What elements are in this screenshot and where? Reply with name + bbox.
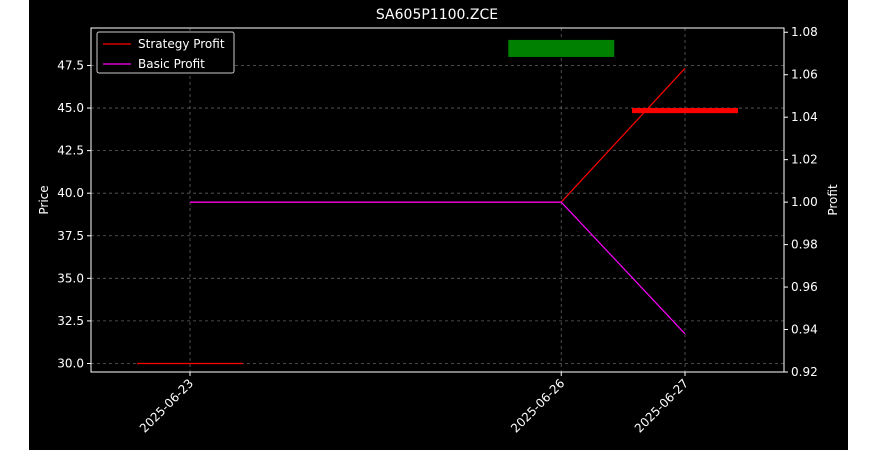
- chart-figure: SA605P1100.ZCE 30.0 32.5 35.0 37.5 40.0 42.5 4…: [29, 0, 848, 450]
- grid: [91, 28, 784, 372]
- y-tick-label: 47.5: [57, 58, 84, 72]
- y-right-tick-label: 0.92: [791, 365, 818, 379]
- profit-lines: [190, 67, 686, 335]
- x-tick-label: 2025-06-26: [508, 376, 567, 435]
- y-axis-label-price: Price: [37, 185, 51, 214]
- series-line-strategy-profit: [190, 67, 686, 203]
- legend-label: Basic Profit: [138, 57, 205, 71]
- y-tick-label: 40.0: [57, 186, 84, 200]
- price-candle: [632, 108, 738, 114]
- x-tick-label: 2025-06-27: [632, 376, 691, 435]
- x-tick-label: 2025-06-23: [137, 376, 196, 435]
- price-profit-chart: SA605P1100.ZCE 30.0 32.5 35.0 37.5 40.0 42.5 4…: [37, 7, 840, 435]
- profit-axis: 0.92 0.94 0.96 0.98 1.00 1.02 1.04 1.06 1.08: [784, 25, 818, 379]
- y-tick-label: 45.0: [57, 101, 84, 115]
- plot-area-frame: [90, 27, 785, 373]
- series-line-basic-profit: [190, 201, 686, 335]
- y-tick-label: 32.5: [57, 314, 84, 328]
- y-right-tick-label: 1.06: [791, 68, 818, 82]
- y-tick-label: 37.5: [57, 229, 84, 243]
- y-right-tick-label: 1.04: [791, 110, 818, 124]
- y-tick-label: 30.0: [57, 356, 84, 370]
- y-tick-label: 35.0: [57, 271, 84, 285]
- price-candles: [137, 39, 738, 365]
- y-axis-label-profit: Profit: [826, 184, 840, 216]
- date-axis: 2025-06-23 2025-06-26 2025-06-27: [137, 372, 691, 435]
- y-right-tick-label: 1.02: [791, 153, 818, 167]
- price-candle: [508, 39, 615, 57]
- y-right-tick-label: 0.98: [791, 238, 818, 252]
- price-axis: 30.0 32.5 35.0 37.5 40.0 42.5 45.0 47.5: [57, 58, 91, 370]
- legend-box: [96, 31, 235, 74]
- y-right-tick-label: 1.08: [791, 25, 818, 39]
- chart-title: SA605P1100.ZCE: [376, 7, 498, 23]
- y-right-tick-label: 0.94: [791, 323, 818, 337]
- legend-label: Strategy Profit: [138, 37, 225, 51]
- y-tick-label: 42.5: [57, 144, 84, 158]
- legend: Strategy Profit Basic Profit: [96, 31, 235, 74]
- y-right-tick-label: 1.00: [791, 195, 818, 209]
- y-right-tick-label: 0.96: [791, 280, 818, 294]
